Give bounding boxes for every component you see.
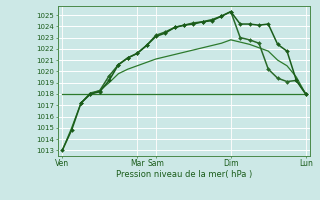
X-axis label: Pression niveau de la mer( hPa ): Pression niveau de la mer( hPa )	[116, 170, 252, 179]
